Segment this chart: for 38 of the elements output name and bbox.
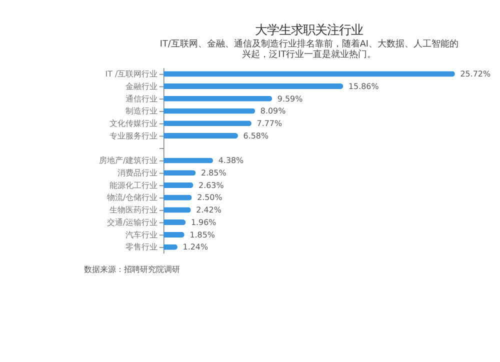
data-label: 4.38% [218, 156, 244, 166]
bar [163, 232, 184, 238]
data-label: 8.09% [260, 106, 286, 116]
source-note: 数据来源：招聘研究院调研 [84, 264, 180, 274]
y-tick-label: 生物医药行业 [110, 206, 158, 215]
data-label: 1.85% [190, 230, 216, 240]
y-tick-label: 汽车行业 [126, 230, 158, 240]
y-tick-label: 通信行业 [126, 94, 158, 104]
data-label: 9.59% [277, 94, 304, 104]
bar [163, 220, 186, 226]
y-tick-label: 消费品行业 [118, 168, 158, 178]
bar [163, 83, 344, 90]
chart-title: 大学生求职关注行业 [255, 23, 364, 38]
y-tick-label: 交通/运输行业 [107, 218, 158, 227]
data-label: 6.58% [243, 131, 269, 140]
y-tick-label: 金融行业 [126, 82, 158, 91]
y-tick-label: 零售行业 [126, 242, 158, 252]
bar [163, 71, 455, 77]
text: IT/互联网、金融、通信及制造行业排名靠前，随着AI、大数据、人工智能的 [160, 40, 458, 50]
data-label: 1.24% [182, 242, 208, 252]
data-label: 15.86% [348, 82, 380, 91]
y-tick-label: 文化传媒行业 [110, 119, 158, 128]
y-tick-label: 物流/仓储行业 [107, 193, 158, 202]
data-label: 7.77% [256, 119, 282, 128]
y-tick-label: 专业服务行业 [110, 131, 158, 140]
data-label: 2.85% [201, 168, 227, 178]
y-tick-label: 房地产/建筑行业 [99, 156, 158, 166]
bar [163, 132, 238, 139]
bar [163, 182, 194, 188]
data-label: 2.63% [198, 180, 224, 190]
y-tick-label: IT /互联网行业 [105, 70, 158, 79]
y-tick-label: 能源化工行业 [110, 180, 158, 190]
data-label: 25.72% [460, 70, 491, 79]
data-label: 1.96% [190, 218, 217, 227]
data-label: 2.50% [197, 193, 223, 202]
text: 兴起，泛IT行业一直是就业热门。 [242, 50, 376, 60]
data-label: 2.42% [196, 206, 222, 215]
y-tick-label: 制造行业 [126, 106, 158, 116]
